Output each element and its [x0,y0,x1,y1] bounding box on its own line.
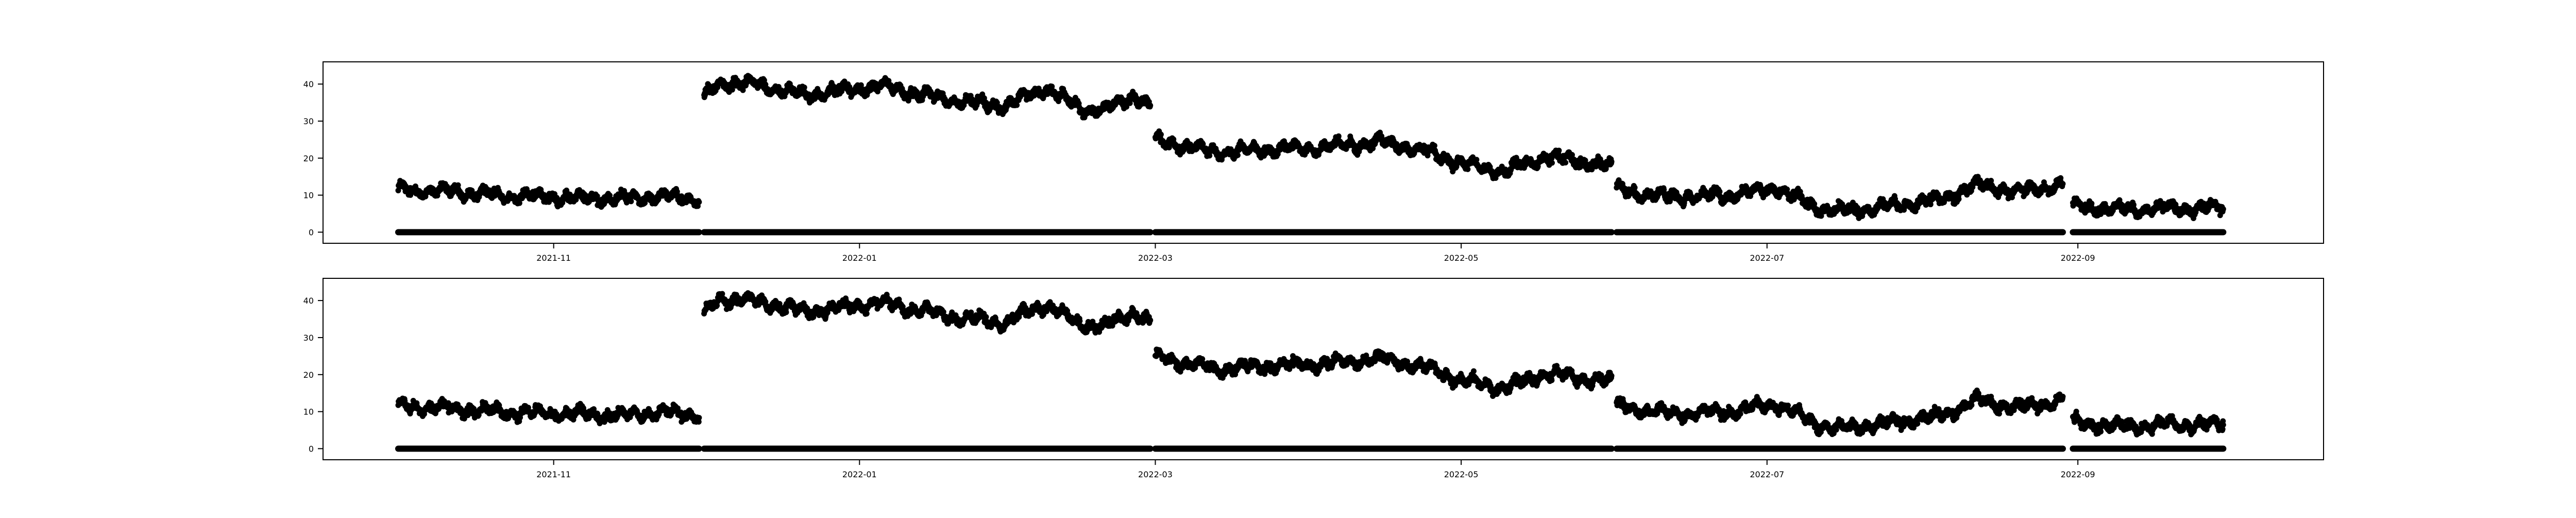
y-tick-label: 10 [303,191,314,200]
x-tick-label: 2022-09 [2061,253,2095,263]
y-tick-label: 0 [309,227,314,237]
y-tick-label: 20 [303,154,314,163]
scatter-segment [1614,174,2065,221]
scatter-point [1956,196,1962,202]
scatter-point [1632,185,1638,190]
scatter-point [1049,83,1055,89]
scatter-point [1563,160,1568,165]
scatter-point [1432,143,1437,148]
x-tick-label: 2022-03 [1138,253,1173,263]
scatter-point [1556,147,1562,153]
x-tick-label: 2021-11 [536,253,571,263]
y-tick-label: 40 [303,79,314,89]
scatter-point [1158,131,1164,137]
x-tick-label: 2022-07 [1750,253,1784,263]
scatter-point [1549,160,1555,165]
scatter-segment [1153,128,1615,181]
x-tick-label: 2022-05 [1444,253,1479,263]
axes-frame [323,62,2324,243]
scatter-point [1147,103,1153,108]
scatter-segment [701,73,1153,120]
scatter-segment [395,178,702,210]
scatter-point [628,198,634,204]
scatter-point [1336,133,1342,139]
scatter-point [1235,153,1241,158]
x-tick-label: 2022-01 [842,253,877,263]
scatter-point [1609,159,1615,164]
scatter-point [696,199,702,205]
top-scatter-panel: 0 10 20 30 40 2021-11 2022-01 2022-03 2022-05 202… [303,62,2324,263]
y-tick-label: 30 [303,116,314,126]
